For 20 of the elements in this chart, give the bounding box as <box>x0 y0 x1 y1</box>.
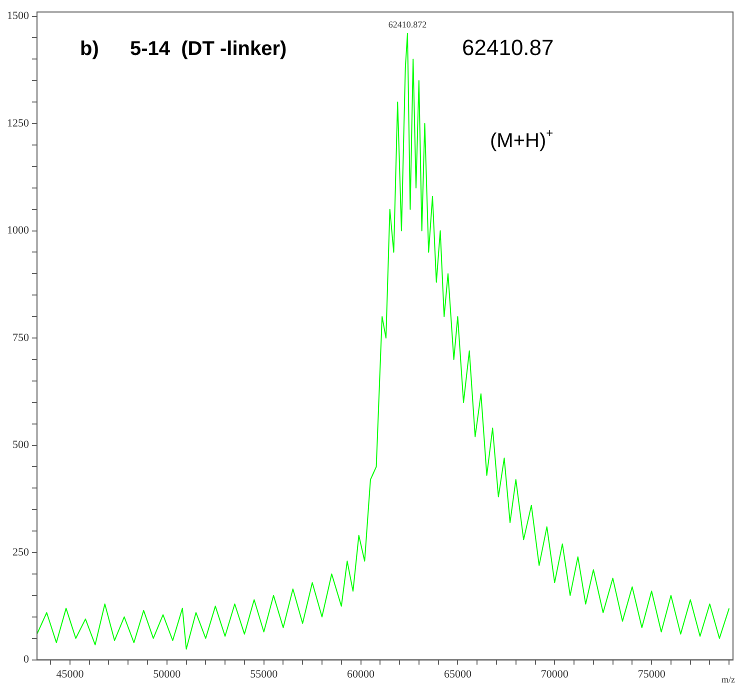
annotation: b) <box>80 38 99 60</box>
y-tick-label: 750 <box>12 332 30 344</box>
annotation: 5-14 (DT -linker) <box>130 38 287 60</box>
x-tick-label: 55000 <box>250 668 278 680</box>
x-axis-title: m/z <box>722 674 735 685</box>
y-tick-label: 1000 <box>7 224 30 237</box>
annotation: 62410.87 <box>462 35 554 60</box>
y-tick-label: 500 <box>12 439 30 452</box>
x-tick-label: 45000 <box>56 668 84 680</box>
x-tick-label: 50000 <box>153 668 182 680</box>
y-tick-label: 250 <box>12 546 30 558</box>
x-tick-label: 60000 <box>347 668 376 680</box>
x-tick-label: 65000 <box>444 668 472 680</box>
y-tick-label: 1250 <box>7 117 30 130</box>
x-tick-label: 75000 <box>638 668 666 680</box>
x-tick-label: 70000 <box>540 668 569 680</box>
annotation: 62410.872 <box>388 19 427 30</box>
annotation: (M+H)+ <box>490 126 554 152</box>
y-tick-label: 0 <box>24 654 30 666</box>
y-tick-label: 1500 <box>7 10 30 22</box>
